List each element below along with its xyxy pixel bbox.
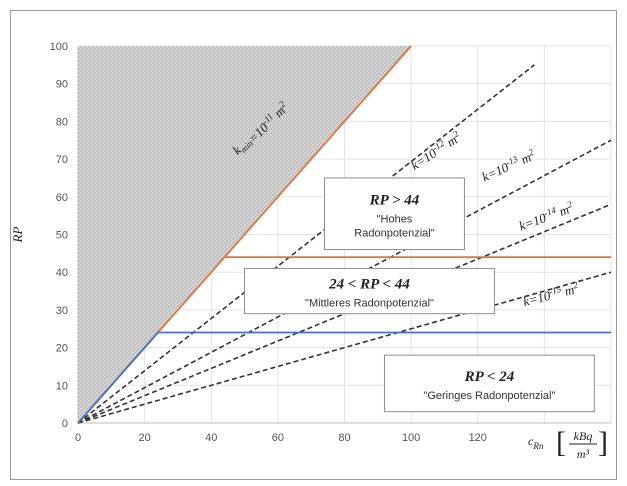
annotation-title-1: 24 < RP < 44: [328, 277, 410, 293]
line-label-unit-exp: 2: [451, 128, 461, 139]
line-label-unit-exp: 2: [277, 99, 288, 110]
line-label-1: k=10-12 m2: [407, 128, 464, 173]
y-tick-label: 20: [56, 343, 68, 355]
x-tick-label: 0: [75, 432, 81, 444]
line-label-exp: -14: [543, 205, 558, 219]
y-tick-label: 60: [56, 192, 68, 204]
line-label-unit: m: [554, 202, 571, 220]
annotation-title-0: RP > 44: [369, 192, 420, 208]
line-label-eq: =10: [527, 288, 552, 308]
line-label-unit-exp: 2: [572, 280, 579, 291]
line-label-unit: m: [516, 150, 534, 169]
line-label-3: k=10-14 m2: [517, 199, 576, 234]
y-tick-label: 30: [56, 305, 68, 317]
line-label-k: k: [480, 168, 492, 184]
y-tick-label: 80: [56, 116, 68, 128]
line-label-exp: -15: [548, 284, 563, 297]
y-tick-label: 70: [56, 154, 68, 166]
annotation-subtitle-0: "Hohes: [377, 213, 413, 225]
line-label-unit-exp: 2: [566, 199, 574, 210]
line-label-unit: m: [560, 282, 576, 300]
line-label-k: k: [517, 217, 528, 233]
x-unit-bracket-right: ]: [598, 426, 608, 459]
series-line-1: [77, 64, 535, 424]
y-tick-label: 40: [56, 267, 68, 279]
x-axis-label-main: c: [528, 434, 534, 448]
x-tick-label: 60: [272, 432, 284, 444]
x-unit-denominator: m³: [577, 447, 590, 461]
x-tick-label: 100: [402, 432, 420, 444]
x-axis-label-sub: Rn: [532, 441, 543, 451]
y-tick-label: 50: [56, 230, 68, 242]
series-line-2: [77, 139, 612, 424]
x-unit-numerator: kBq: [574, 429, 593, 443]
y-tick-label: 90: [56, 79, 68, 91]
x-unit-bracket-left: [: [556, 426, 566, 459]
y-tick-label: 0: [62, 418, 68, 430]
x-tick-label: 40: [205, 432, 217, 444]
line-label-4: k=10-15 m2: [521, 280, 580, 309]
line-label-unit-exp: 2: [527, 147, 536, 158]
y-tick-label: 100: [50, 41, 68, 53]
line-label-eq: =10: [522, 210, 548, 232]
series-line-6: [77, 331, 611, 424]
annotation-box-1: [244, 267, 495, 315]
series-line-4: [77, 271, 612, 424]
x-tick-label: 120: [469, 432, 487, 444]
y-tick-label: 10: [56, 380, 68, 392]
annotation-title-2: RP < 24: [464, 369, 515, 385]
y-axis-label: RP: [10, 227, 25, 244]
line-label-k: k: [521, 293, 530, 309]
line-label-exp: -13: [504, 154, 519, 168]
annotation-box-2: [383, 354, 595, 413]
annotation-subtitle-0: Radonpotenzial": [354, 227, 434, 239]
annotation-subtitle-2: "Geringes Radonpotenzial": [423, 390, 555, 402]
annotation-box-0: [324, 177, 465, 251]
annotation-subtitle-1: "Mittleres Radonpotenzial": [305, 298, 434, 310]
line-label-2: k=10-13 m2: [479, 147, 538, 185]
x-tick-label: 80: [338, 432, 350, 444]
x-tick-label: 20: [139, 432, 151, 444]
x-axis-label: cRn: [528, 434, 544, 451]
